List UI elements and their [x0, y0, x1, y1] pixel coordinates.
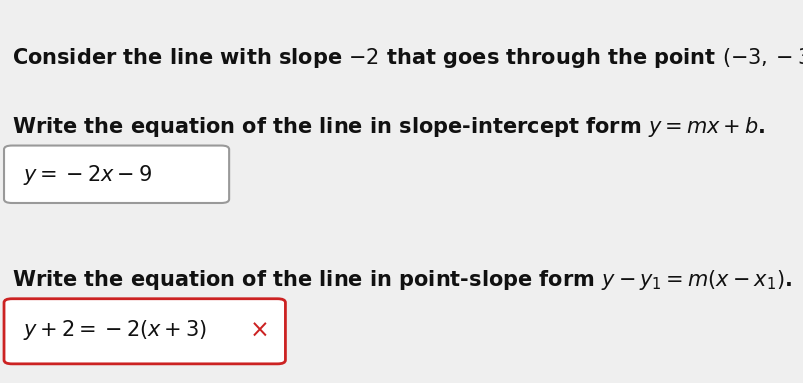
FancyBboxPatch shape: [4, 299, 285, 364]
Text: $y=-2x-9$: $y=-2x-9$: [22, 163, 152, 187]
Text: Write the equation of the line in slope-intercept form $y=mx+b$.: Write the equation of the line in slope-…: [12, 115, 764, 139]
Text: Write the equation of the line in point-slope form $y-y_1=m(x-x_1)$.: Write the equation of the line in point-…: [12, 268, 791, 292]
Text: $y+2=-2(x+3)$: $y+2=-2(x+3)$: [22, 318, 206, 342]
Text: Consider the line with slope $-2$ that goes through the point $(-3,-3)$.: Consider the line with slope $-2$ that g…: [12, 46, 803, 70]
FancyBboxPatch shape: [4, 146, 229, 203]
Text: $\times$: $\times$: [249, 318, 267, 342]
